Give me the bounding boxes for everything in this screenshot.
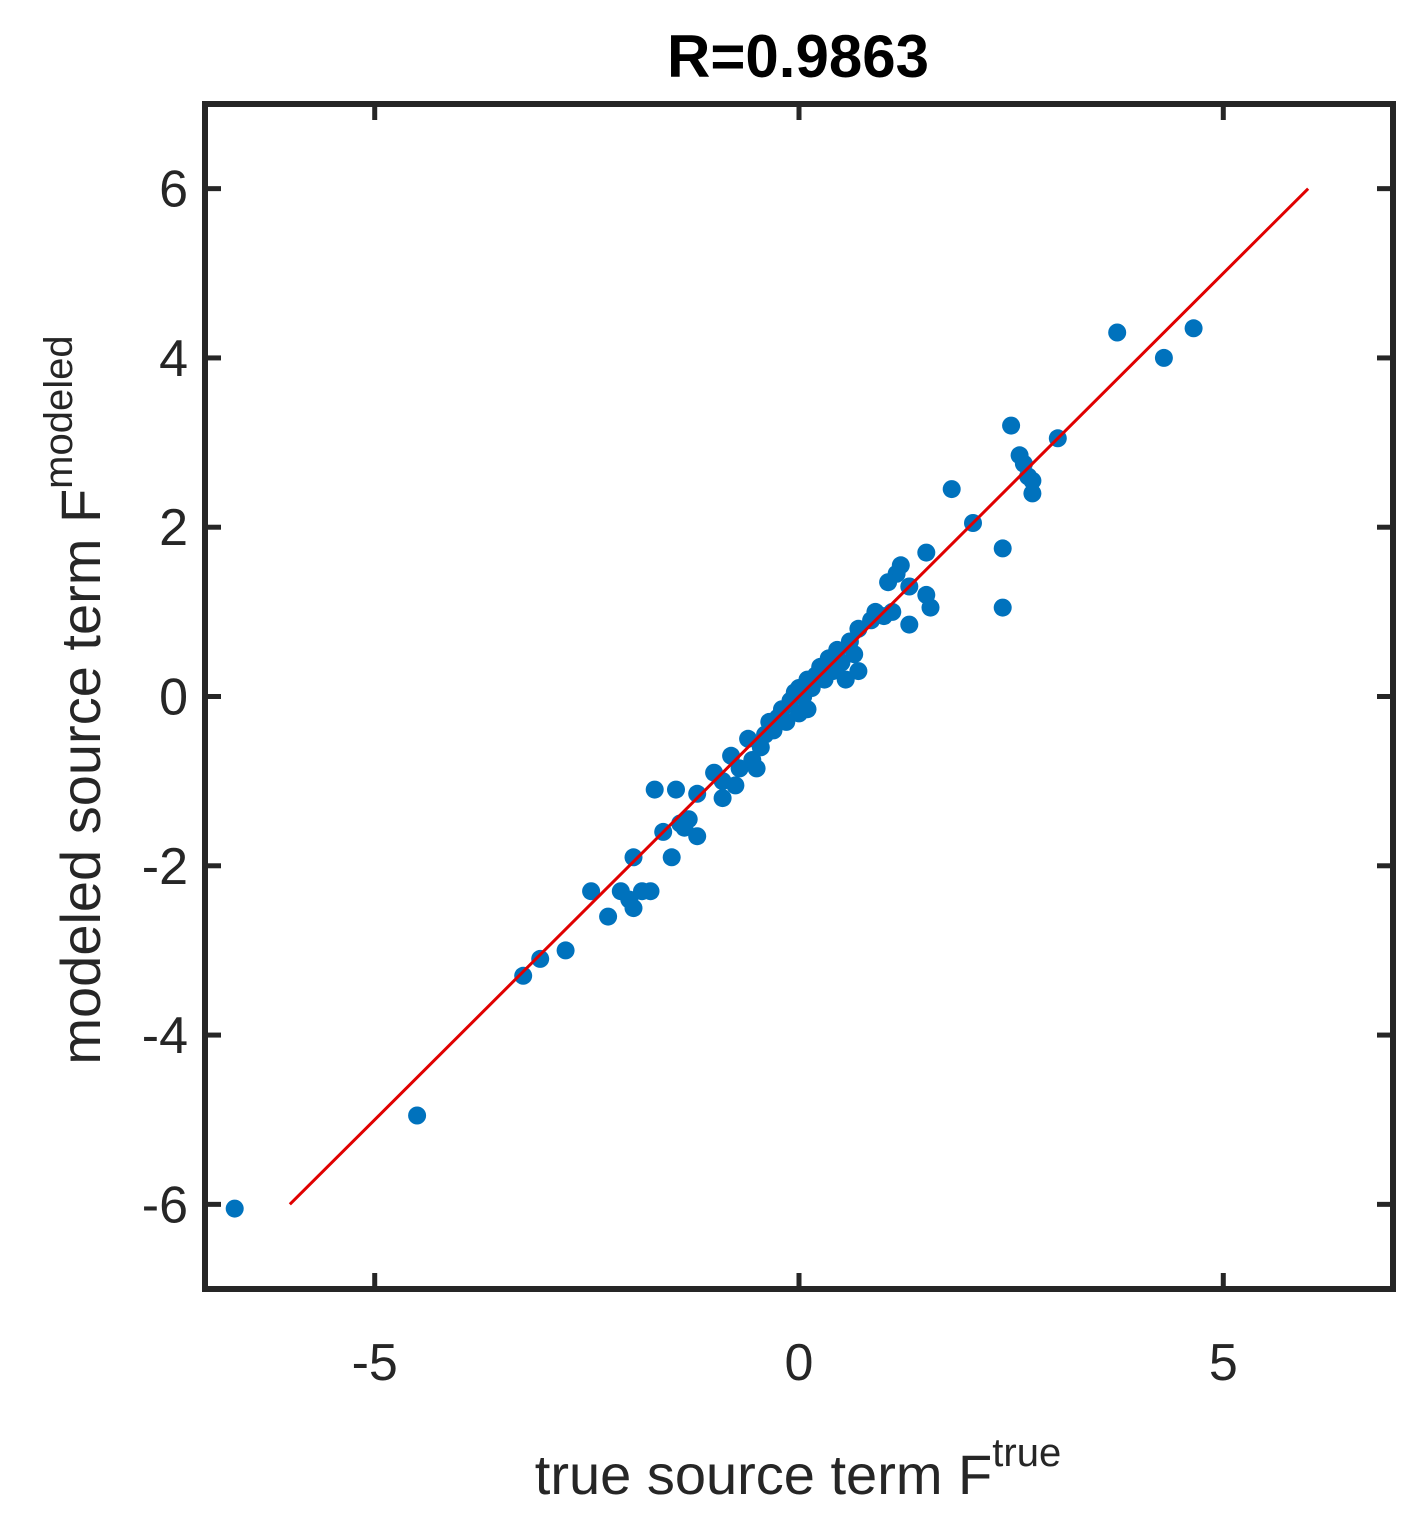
- x-axis-label: true source term Ftrue: [535, 1431, 1061, 1506]
- y-tick-label-5: 4: [159, 330, 188, 388]
- data-point-53: [836, 670, 855, 689]
- x-tick-label-0: -5: [352, 1334, 398, 1392]
- data-point-19: [688, 827, 707, 846]
- data-point-81: [1108, 323, 1127, 342]
- data-point-66: [900, 615, 919, 634]
- data-point-83: [1184, 319, 1203, 338]
- data-point-23: [713, 789, 732, 808]
- data-point-12: [624, 848, 643, 867]
- data-point-13: [645, 780, 664, 799]
- x-tick-label-2: 5: [1209, 1334, 1238, 1392]
- data-point-4: [556, 941, 575, 960]
- data-point-72: [993, 539, 1012, 558]
- y-axis-label-text: modeled source term F: [49, 489, 112, 1065]
- chart-title: R=0.9863: [667, 23, 929, 90]
- data-point-82: [1154, 348, 1173, 367]
- data-point-20: [679, 810, 698, 829]
- y-tick-label-1: -4: [142, 1007, 188, 1065]
- data-point-14: [667, 780, 685, 799]
- y-tick-label-3: 0: [159, 669, 188, 727]
- data-point-64: [879, 573, 898, 592]
- data-point-57: [849, 662, 868, 681]
- data-point-78: [1023, 484, 1042, 503]
- data-point-70: [942, 480, 961, 499]
- fit-line: [288, 187, 1310, 1206]
- data-point-3: [531, 949, 550, 968]
- data-point-37: [777, 712, 796, 731]
- plot-frame: [202, 101, 1396, 1292]
- y-tick-labels: -6 -4 -2 0 2 4 6: [142, 161, 188, 1235]
- data-point-63: [891, 556, 910, 575]
- data-point-68: [921, 598, 940, 617]
- data-point-21: [688, 784, 707, 803]
- x-tick-labels: -5 0 5: [352, 1334, 1238, 1392]
- data-point-5: [582, 882, 601, 901]
- data-point-69: [917, 543, 936, 562]
- data-point-1: [408, 1106, 427, 1125]
- data-point-9: [624, 899, 643, 918]
- y-axis-label: modeled source term Fmodeled: [37, 335, 112, 1064]
- y-tick-label-0: -6: [142, 1176, 188, 1234]
- y-axis-label-superscript: modeled: [37, 335, 81, 488]
- data-point-79: [1023, 471, 1042, 490]
- data-point-0: [225, 1199, 244, 1218]
- data-point-17: [662, 848, 681, 867]
- data-point-30: [747, 759, 766, 778]
- data-point-73: [993, 598, 1012, 617]
- data-point-55: [845, 645, 864, 664]
- y-axis-label-group: modeled source term Fmodeled: [37, 335, 112, 1064]
- x-tick-label-1: 0: [785, 1334, 814, 1392]
- data-point-74: [1002, 416, 1021, 435]
- data-point-2: [514, 966, 533, 985]
- data-points: [225, 319, 1203, 1218]
- data-point-61: [883, 602, 902, 621]
- y-tick-label-6: 6: [159, 161, 188, 219]
- x-axis-label-text: true source term F: [535, 1443, 992, 1506]
- data-point-27: [730, 759, 749, 778]
- y-tick-label-4: 2: [159, 499, 188, 557]
- y-tick-label-2: -2: [142, 838, 188, 896]
- data-point-11: [641, 882, 660, 901]
- x-axis-label-superscript: true: [992, 1431, 1061, 1475]
- data-point-6: [599, 907, 618, 926]
- data-point-26: [726, 776, 745, 795]
- data-point-46: [798, 700, 817, 719]
